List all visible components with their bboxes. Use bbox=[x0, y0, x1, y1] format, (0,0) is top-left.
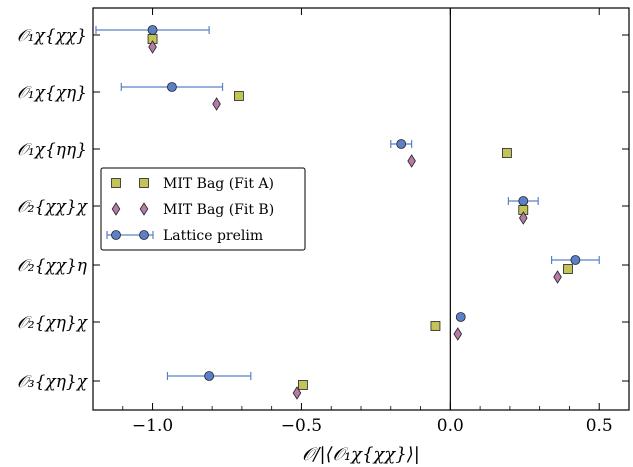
category-label: 𝒪₂{χη}χ bbox=[17, 313, 89, 333]
legend-marker bbox=[112, 179, 121, 188]
data-point bbox=[454, 328, 462, 340]
category-label: 𝒪₁χ{χη} bbox=[17, 83, 87, 103]
legend-entry-label: Lattice prelim bbox=[163, 228, 263, 244]
legend-entry-label: MIT Bag (Fit B) bbox=[163, 202, 274, 218]
data-point bbox=[571, 256, 580, 265]
data-point bbox=[563, 265, 572, 274]
data-point bbox=[213, 98, 221, 110]
data-point bbox=[519, 197, 528, 206]
category-label: 𝒪₂{χχ}η bbox=[17, 256, 88, 276]
x-axis-label: 𝒪/|⟨𝒪₁χ{χχ}⟩| bbox=[302, 444, 420, 465]
x-tick-label: 0.0 bbox=[437, 416, 464, 436]
data-point bbox=[502, 149, 511, 158]
data-point bbox=[408, 155, 416, 167]
data-point bbox=[234, 92, 243, 101]
legend-marker bbox=[140, 231, 149, 240]
data-point bbox=[554, 271, 562, 283]
data-point bbox=[205, 372, 214, 381]
x-tick-label: −1.0 bbox=[132, 416, 173, 436]
category-label: 𝒪₁χ{χχ} bbox=[17, 26, 87, 46]
data-point bbox=[298, 381, 307, 390]
data-point bbox=[456, 313, 465, 322]
legend-marker bbox=[112, 231, 121, 240]
legend-entry-label: MIT Bag (Fit A) bbox=[163, 176, 274, 192]
legend-marker bbox=[140, 179, 149, 188]
data-point bbox=[431, 322, 440, 331]
category-label: 𝒪₁χ{ηη} bbox=[17, 140, 87, 160]
category-label: 𝒪₂{χχ}χ bbox=[17, 197, 89, 217]
legend: MIT Bag (Fit A) MIT Bag (Fit B) Lattice pr… bbox=[101, 168, 305, 250]
data-point bbox=[397, 140, 406, 149]
x-tick-label: 0.5 bbox=[586, 416, 613, 436]
x-tick-label: −0.5 bbox=[281, 416, 322, 436]
category-label: 𝒪₃{χη}χ bbox=[17, 372, 89, 392]
data-point bbox=[148, 26, 157, 35]
data-point bbox=[167, 83, 176, 92]
